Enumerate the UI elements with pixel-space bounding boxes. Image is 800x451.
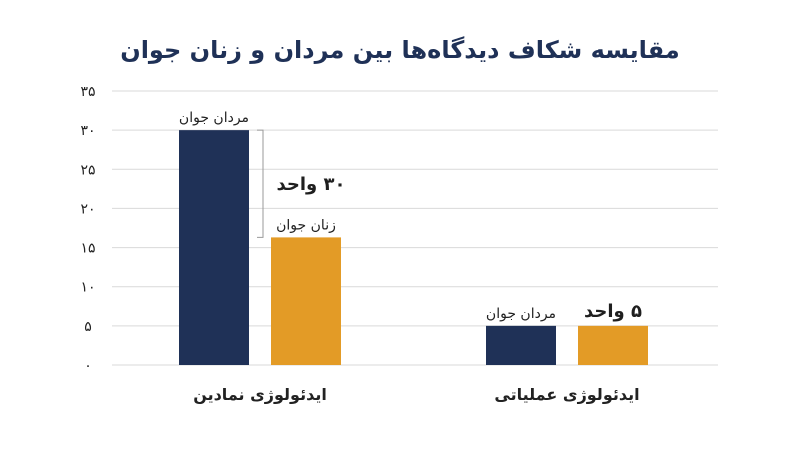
annotations: ۳۰ واحد ۵ واحد: [257, 129, 642, 322]
gap-bracket: [257, 129, 264, 238]
y-tick-label: ۳۵: [80, 84, 95, 100]
y-tick-label: ۱۵: [80, 241, 95, 257]
bar-women: [271, 237, 341, 365]
gap-annotation: ۳۰ واحد: [277, 174, 346, 195]
y-axis-ticks: ۰ ۵ ۱۰ ۱۵ ۲۰ ۲۵ ۳۰ ۳۵: [80, 84, 95, 374]
bar-series-label: مردان جوان: [486, 306, 556, 322]
y-tick-label: ۲۵: [80, 162, 95, 178]
y-tick-label: ۱۰: [80, 280, 95, 296]
bar-men: [179, 130, 249, 365]
bar-labels: مردان جوان زنان جوان مردان جوان: [179, 110, 556, 322]
bars: [179, 130, 648, 365]
chart-title: مقایسه شکاف دیدگاه‌ها بین مردان و زنان ج…: [120, 36, 680, 64]
y-tick-label: ۵: [84, 319, 92, 335]
y-tick-label: ۲۰: [80, 201, 95, 217]
y-tick-label: ۳۰: [80, 123, 95, 139]
x-tick-label: ایدئولوژی نمادین: [193, 385, 327, 404]
x-axis-ticks: ایدئولوژی نمادین ایدئولوژی عملیاتی: [193, 385, 639, 404]
bar-women: [578, 325, 648, 365]
y-tick-label: ۰: [84, 358, 92, 374]
bar-men: [486, 325, 556, 365]
x-tick-label: ایدئولوژی عملیاتی: [494, 385, 639, 404]
bar-series-label: مردان جوان: [179, 110, 249, 126]
gap-annotation: ۵ واحد: [584, 301, 642, 322]
bar-series-label: زنان جوان: [276, 217, 336, 233]
